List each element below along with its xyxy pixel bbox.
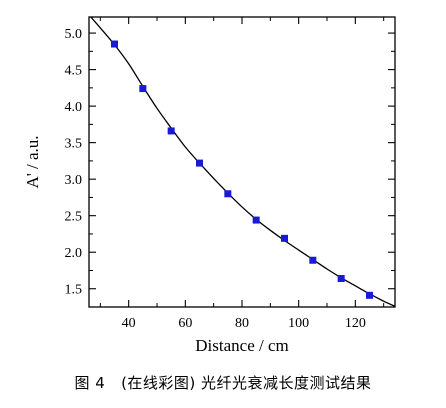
y-tick-label: 2.0 <box>65 246 83 261</box>
data-point <box>309 256 317 264</box>
y-axis-title: A' / a.u. <box>23 135 42 188</box>
axis-ticks <box>89 17 395 308</box>
x-tick-label: 40 <box>122 316 136 331</box>
y-tick-label: 1.5 <box>65 283 83 298</box>
y-tick-label: 3.5 <box>65 137 83 152</box>
y-tick-label: 4.5 <box>65 64 83 79</box>
data-point <box>167 127 175 135</box>
axis-tick-labels: 40 60 80 100 120 1.5 2.0 2.5 3.0 3.5 4.0 4.5 5.0 <box>65 27 366 331</box>
figure-caption-text: (在线彩图) 光纤光衰减长度测试结果 <box>121 374 372 392</box>
x-tick-label: 120 <box>345 316 366 331</box>
y-tick-label: 5.0 <box>65 27 83 42</box>
data-point <box>196 159 203 167</box>
figure-caption: 图 4 (在线彩图) 光纤光衰减长度测试结果 <box>0 372 446 393</box>
data-point <box>111 40 118 48</box>
data-point <box>337 275 345 283</box>
y-tick-label: 3.0 <box>65 173 83 188</box>
data-point <box>224 190 232 198</box>
fit-curve <box>90 17 395 307</box>
figure-number: 图 4 <box>74 374 106 392</box>
data-points <box>111 40 373 299</box>
data-point <box>281 234 288 242</box>
x-tick-label: 60 <box>178 316 192 331</box>
x-tick-label: 80 <box>235 316 249 331</box>
x-tick-label: 100 <box>288 316 309 331</box>
plot-frame <box>88 16 396 308</box>
y-tick-label: 4.0 <box>65 100 83 115</box>
data-point <box>252 216 260 224</box>
y-tick-label: 2.5 <box>65 210 83 225</box>
data-point <box>366 291 373 299</box>
data-point <box>139 85 147 93</box>
x-axis-title: Distance / cm <box>195 336 288 355</box>
